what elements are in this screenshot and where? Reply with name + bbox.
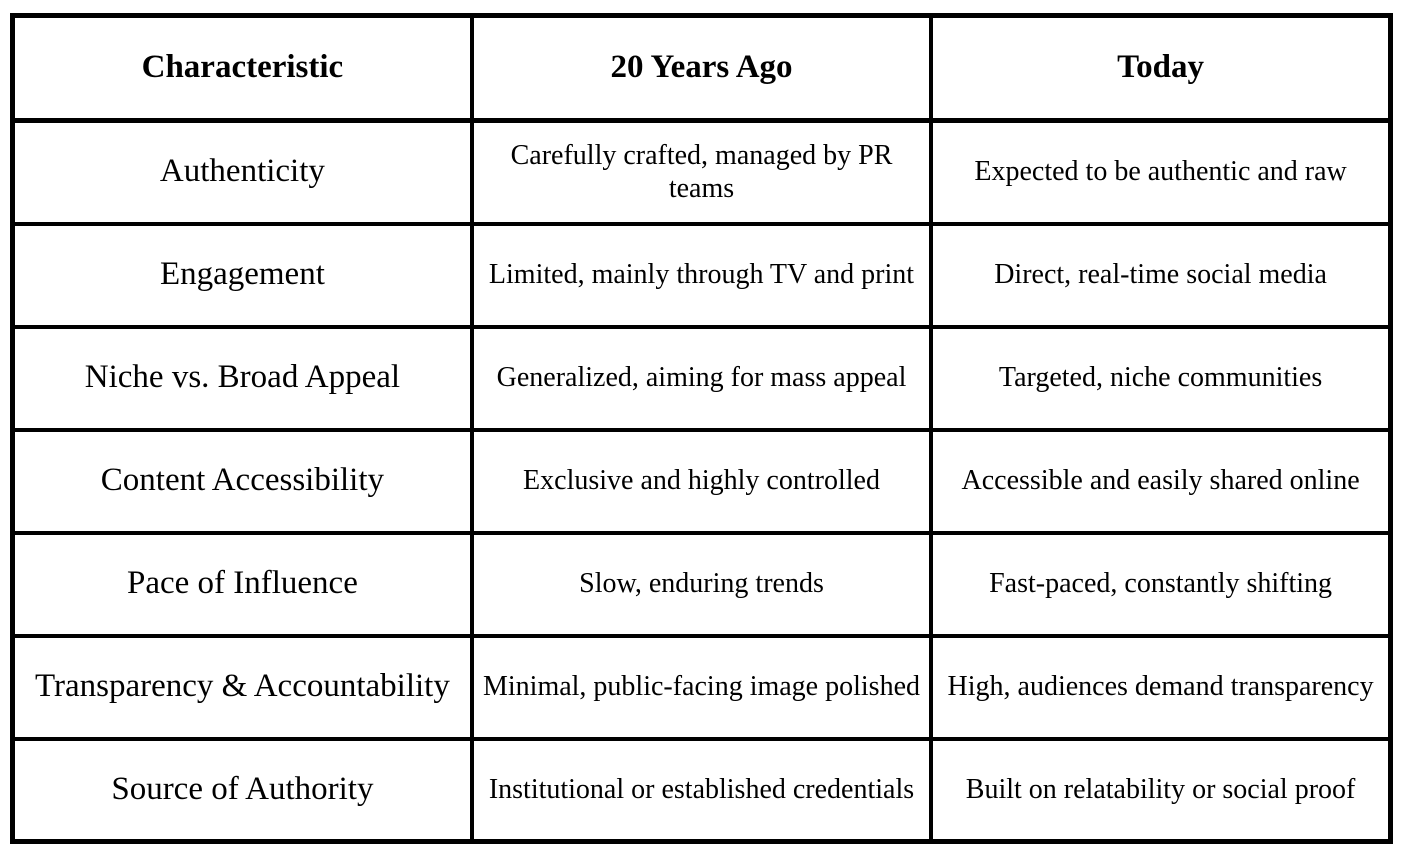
cell-characteristic: Source of Authority [10, 736, 474, 844]
table-row: Pace of Influence Slow, enduring trends … [10, 530, 1393, 638]
cell-today: Direct, real-time social media [929, 221, 1393, 329]
cell-today: Accessible and easily shared online [929, 427, 1393, 535]
cell-characteristic: Pace of Influence [10, 530, 474, 638]
cell-20-years-ago: Carefully crafted, managed by PR teams [469, 118, 934, 226]
cell-20-years-ago: Generalized, aiming for mass appeal [469, 324, 934, 432]
cell-today: Fast-paced, constantly shifting [929, 530, 1393, 638]
cell-characteristic: Engagement [10, 221, 474, 329]
cell-today: Targeted, niche communities [929, 324, 1393, 432]
table-row: Source of Authority Institutional or est… [10, 736, 1393, 844]
cell-characteristic: Niche vs. Broad Appeal [10, 324, 474, 432]
cell-20-years-ago: Exclusive and highly controlled [469, 427, 934, 535]
comparison-table: Characteristic 20 Years Ago Today Authen… [10, 13, 1393, 844]
column-header-20-years-ago: 20 Years Ago [469, 13, 934, 123]
cell-characteristic: Transparency & Accountability [10, 633, 474, 741]
cell-today: High, audiences demand transparency [929, 633, 1393, 741]
cell-20-years-ago: Minimal, public-facing image polished [469, 633, 934, 741]
cell-today: Expected to be authentic and raw [929, 118, 1393, 226]
table-row: Engagement Limited, mainly through TV an… [10, 221, 1393, 329]
cell-today: Built on relatability or social proof [929, 736, 1393, 844]
column-header-characteristic: Characteristic [10, 13, 474, 123]
table-row: Transparency & Accountability Minimal, p… [10, 633, 1393, 741]
column-header-today: Today [929, 13, 1393, 123]
table-row: Niche vs. Broad Appeal Generalized, aimi… [10, 324, 1393, 432]
cell-characteristic: Content Accessibility [10, 427, 474, 535]
cell-characteristic: Authenticity [10, 118, 474, 226]
table-header-row: Characteristic 20 Years Ago Today [10, 13, 1393, 123]
cell-20-years-ago: Limited, mainly through TV and print [469, 221, 934, 329]
cell-20-years-ago: Institutional or established credentials [469, 736, 934, 844]
cell-20-years-ago: Slow, enduring trends [469, 530, 934, 638]
table-row: Content Accessibility Exclusive and high… [10, 427, 1393, 535]
table-row: Authenticity Carefully crafted, managed … [10, 118, 1393, 226]
